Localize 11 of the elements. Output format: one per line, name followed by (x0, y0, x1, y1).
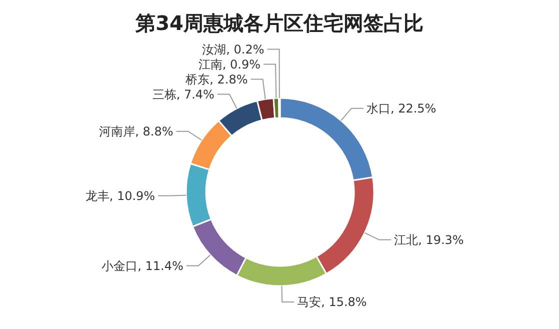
slice-label: 马安, 15.8% (297, 294, 367, 309)
slice-label: 江北, 19.3% (394, 232, 464, 247)
chart-title: 第34周惠城各片区住宅网签占比 (134, 11, 424, 35)
slice-label: 龙丰, 10.9% (85, 188, 156, 203)
slice-label: 河南岸, 8.8% (99, 124, 174, 138)
slice-label: 小金口, 11.4% (102, 258, 184, 273)
slice-label: 三栋, 7.4% (152, 87, 214, 102)
slice-label: 江南, 0.9% (198, 57, 261, 72)
slice-label: 水口, 22.5% (366, 101, 436, 116)
slice-label: 汝湖, 0.2% (202, 42, 264, 56)
slice-label: 桥东, 2.8% (184, 72, 248, 86)
